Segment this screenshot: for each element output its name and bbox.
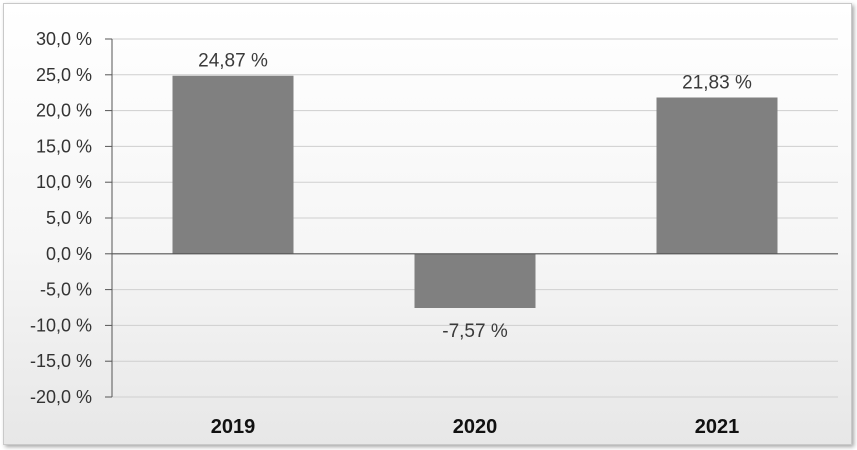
y-tick-label: 15,0 % bbox=[36, 136, 92, 156]
x-tick-label-2019: 2019 bbox=[211, 416, 256, 438]
bar-2020 bbox=[414, 253, 536, 309]
y-tick-label: -10,0 % bbox=[30, 315, 92, 335]
y-tick-label: 0,0 % bbox=[46, 244, 92, 264]
y-tick-label: 25,0 % bbox=[36, 65, 92, 85]
y-tick-label: -15,0 % bbox=[30, 351, 92, 371]
y-tick-label: 30,0 % bbox=[36, 29, 92, 49]
y-tick-label: -20,0 % bbox=[30, 387, 92, 407]
x-tick-label-2020: 2020 bbox=[453, 416, 498, 438]
y-tick-label: 10,0 % bbox=[36, 172, 92, 192]
data-label-2021: 21,83 % bbox=[682, 72, 752, 93]
y-tick-label: -5,0 % bbox=[40, 280, 92, 300]
data-label-2020: -7,57 % bbox=[442, 321, 508, 342]
data-label-2019: 24,87 % bbox=[198, 51, 268, 72]
y-tick-label: 20,0 % bbox=[36, 101, 92, 121]
x-tick-label-2021: 2021 bbox=[695, 416, 740, 438]
bar-2021 bbox=[656, 97, 778, 254]
y-tick-label: 5,0 % bbox=[46, 208, 92, 228]
bar-2019 bbox=[172, 75, 294, 254]
